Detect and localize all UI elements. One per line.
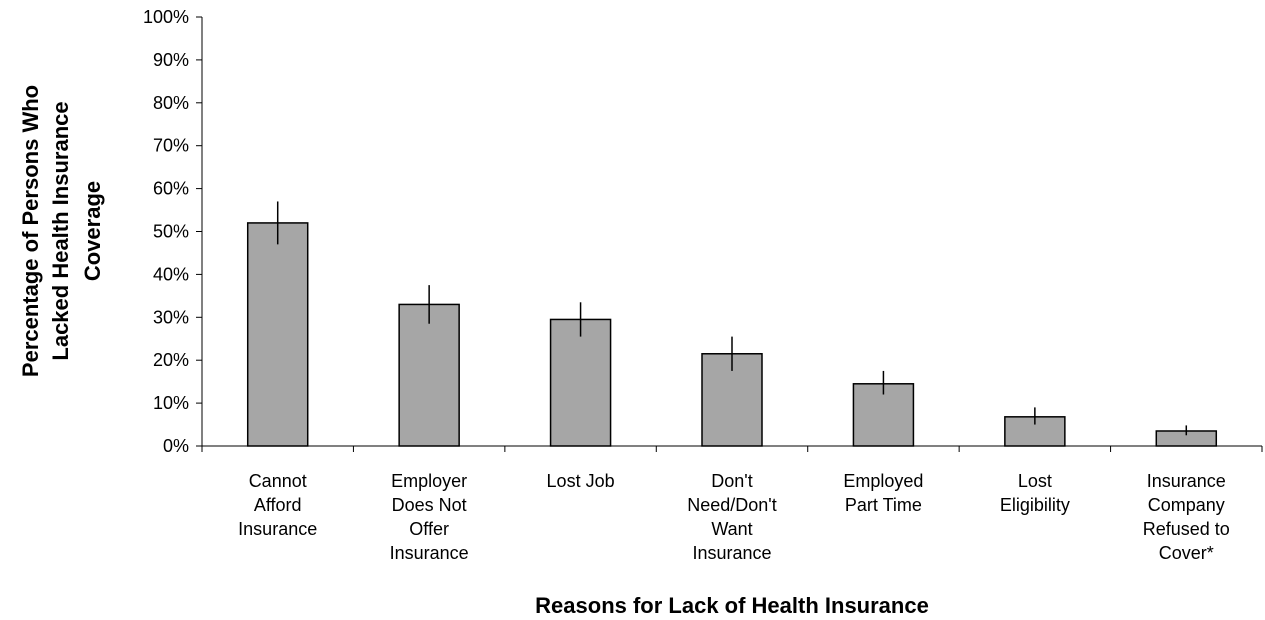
category-label: Cover* xyxy=(1159,543,1214,563)
y-tick-label: 100% xyxy=(143,7,189,27)
bar xyxy=(549,318,612,447)
bar xyxy=(246,222,309,447)
error-bars xyxy=(276,201,1188,436)
y-axis-title-line: Coverage xyxy=(80,181,105,281)
category-label: Part Time xyxy=(845,495,922,515)
y-axis-title-line: Lacked Health Insurance xyxy=(48,101,73,360)
category-label: Don't xyxy=(711,471,752,491)
category-label: Lost Job xyxy=(547,471,615,491)
y-axis: 0% 10% 20% 30% 40% 50% 60% 70% 80% 90% 100% xyxy=(143,7,203,456)
y-tick-label: 50% xyxy=(153,222,189,242)
category-label: Refused to xyxy=(1143,519,1230,539)
category-label: Need/Don't xyxy=(687,495,777,515)
category-label: Insurance xyxy=(390,543,469,563)
category-labels: Cannot Afford Insurance Employer Does Not Off… xyxy=(238,471,1230,563)
category-label: Employer xyxy=(391,471,467,491)
category-label: Want xyxy=(711,519,752,539)
bar xyxy=(398,303,460,447)
y-axis-title: Percentage of Persons Who Lacked Health I… xyxy=(18,85,105,377)
category-label: Insurance xyxy=(692,543,771,563)
y-tick-label: 80% xyxy=(153,93,189,113)
y-tick-label: 60% xyxy=(153,179,189,199)
y-tick-label: 10% xyxy=(153,393,189,413)
y-tick-label: 40% xyxy=(153,264,189,284)
y-tick-label: 30% xyxy=(153,307,189,327)
category-label: Lost xyxy=(1018,471,1052,491)
bars xyxy=(246,222,1218,447)
category-label: Insurance xyxy=(1147,471,1226,491)
x-axis xyxy=(201,445,1263,452)
category-label: Offer xyxy=(409,519,449,539)
y-tick-label: 20% xyxy=(153,350,189,370)
x-axis-title: Reasons for Lack of Health Insurance xyxy=(535,593,929,618)
y-tick-label: 0% xyxy=(163,436,189,456)
y-tick-label: 90% xyxy=(153,50,189,70)
y-tick-label: 70% xyxy=(153,136,189,156)
category-label: Employed xyxy=(843,471,923,491)
category-label: Afford xyxy=(254,495,302,515)
category-label: Cannot xyxy=(249,471,307,491)
category-label: Eligibility xyxy=(1000,495,1070,515)
category-label: Insurance xyxy=(238,519,317,539)
category-label: Does Not xyxy=(392,495,467,515)
category-label: Company xyxy=(1148,495,1225,515)
y-axis-title-line: Percentage of Persons Who xyxy=(18,85,43,377)
